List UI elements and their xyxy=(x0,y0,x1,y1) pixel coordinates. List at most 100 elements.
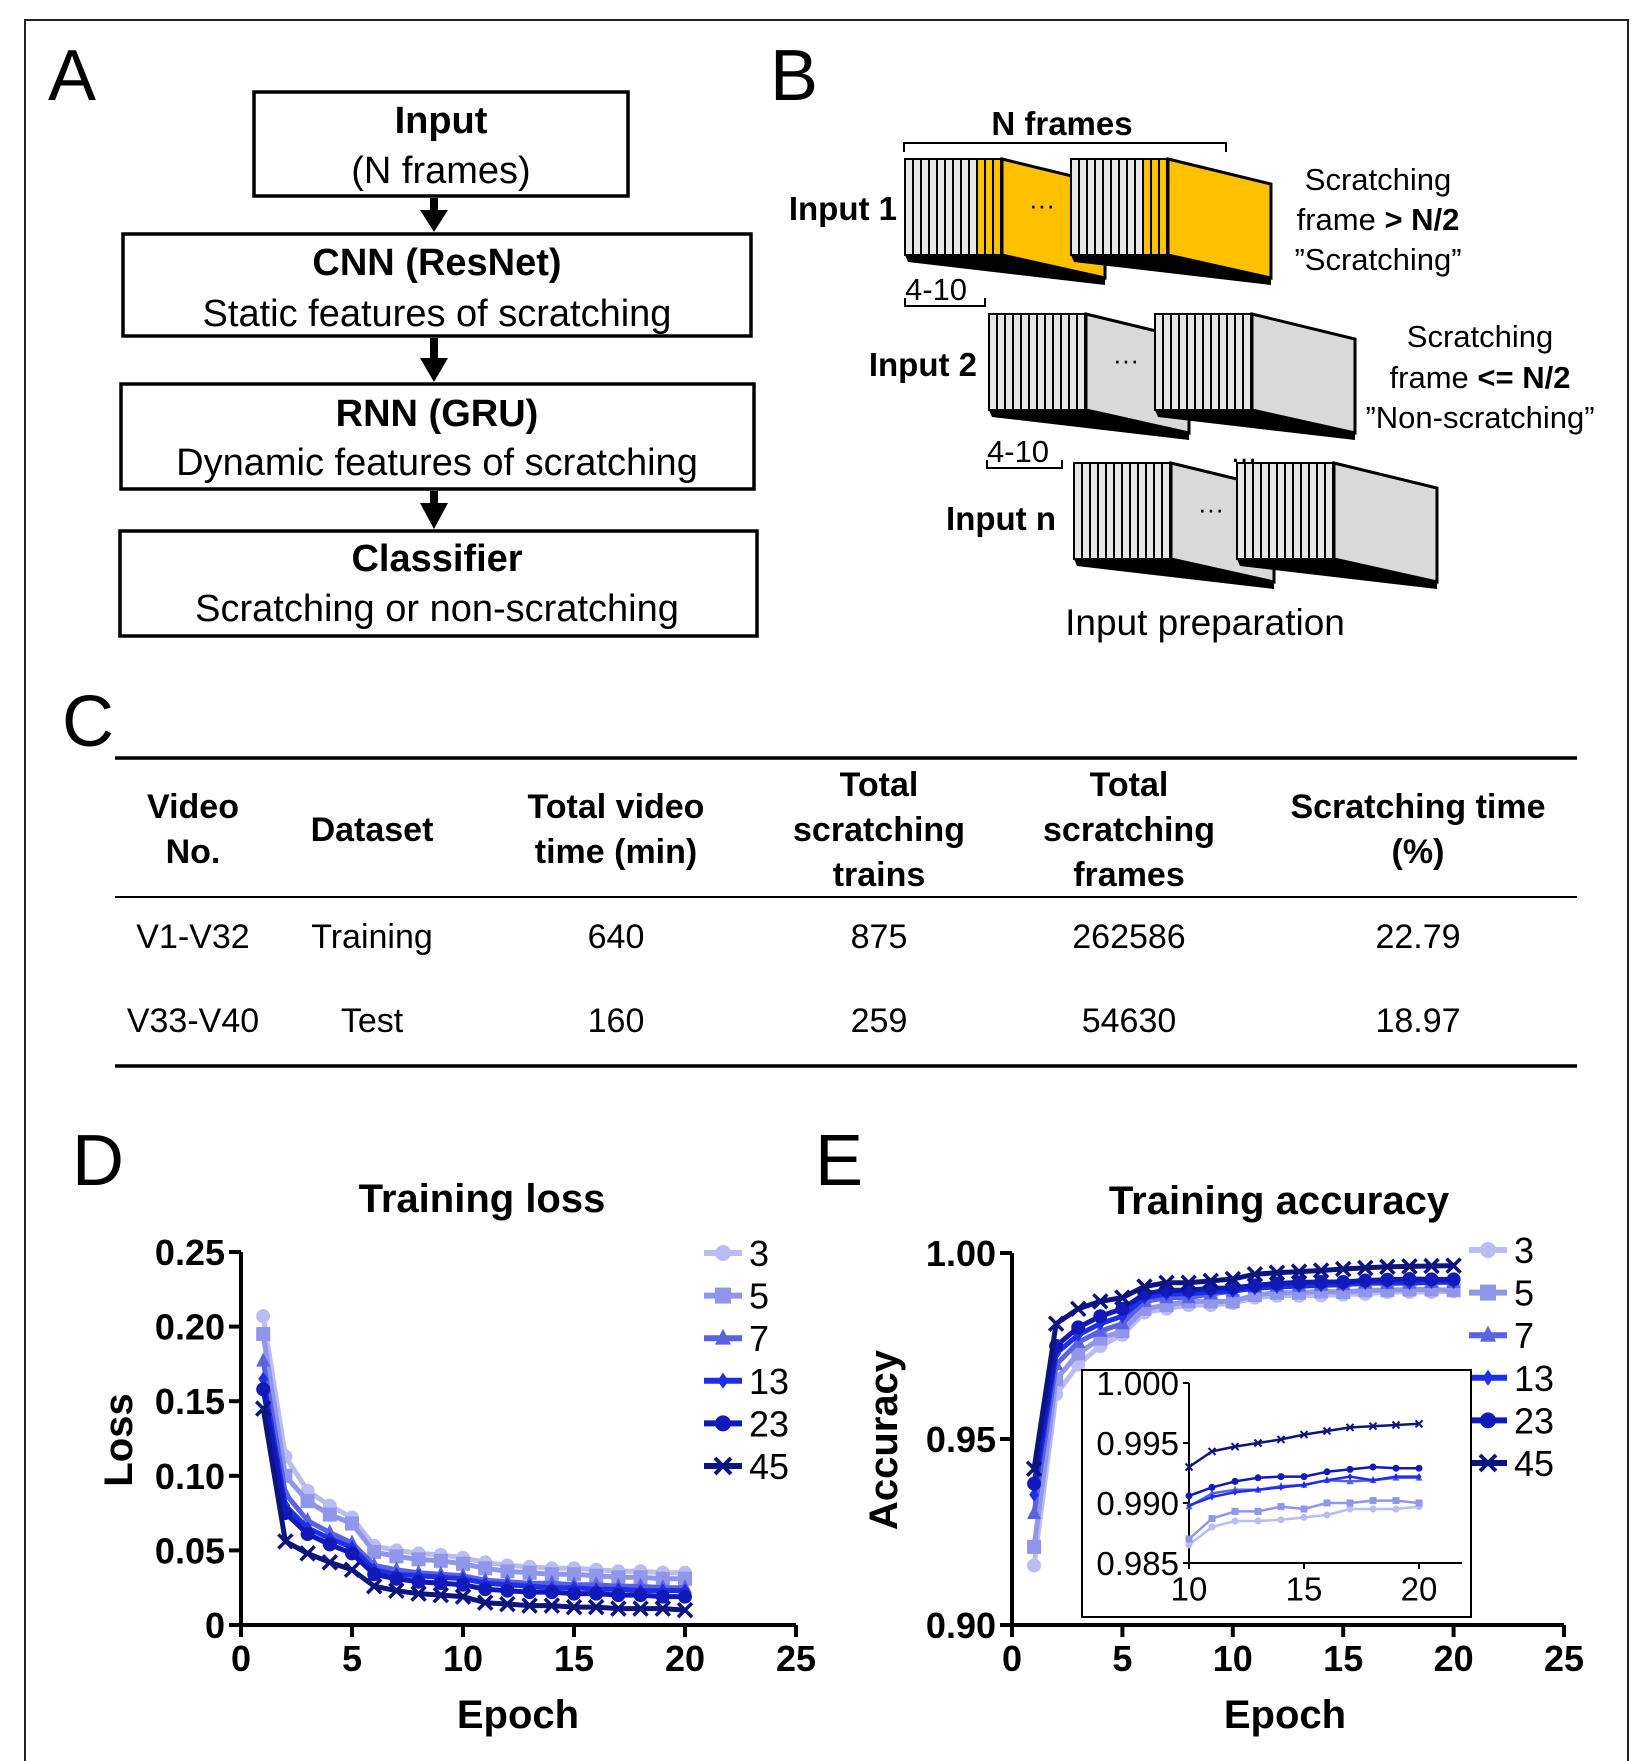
frame-slice xyxy=(1121,462,1131,560)
marker-x xyxy=(632,1600,649,1617)
flow-box-title: Classifier xyxy=(351,538,522,580)
marker-dot xyxy=(1369,1463,1377,1471)
frame-slice xyxy=(1102,158,1112,256)
marker-triangle xyxy=(1480,1325,1496,1342)
x-tick-label: 5 xyxy=(342,1638,362,1679)
x-tick-label: 10 xyxy=(1171,1570,1208,1607)
panel-d-loss-chart: D Training loss Loss Epoch 0 0.05 0.10 0.15… xyxy=(72,1121,816,1737)
frame-slice xyxy=(928,158,938,256)
marker-x xyxy=(543,1597,561,1614)
marker-x xyxy=(1224,1270,1242,1288)
frame-slice xyxy=(1137,462,1147,560)
marker-dot xyxy=(544,1585,559,1600)
input-1-range: 4-10 xyxy=(905,272,967,307)
marker-diamond xyxy=(258,1371,269,1386)
y-tick-label: 0.90 xyxy=(926,1605,996,1646)
frame-slice xyxy=(1194,313,1204,411)
marker-square xyxy=(456,1556,470,1571)
flow-box-subtitle: Scratching or non-scratching xyxy=(195,588,679,630)
input-2-note-line1: Scratching xyxy=(1407,319,1553,354)
marker-x xyxy=(499,1595,516,1613)
cell-video-time: 160 xyxy=(588,1002,645,1040)
marker-dot xyxy=(1292,1275,1307,1290)
panel-a: A Input (N frames) CNN (ResNet) Static f… xyxy=(48,36,759,638)
cell-pct: 22.79 xyxy=(1375,918,1460,956)
marker-dot xyxy=(256,1382,271,1397)
marker-diamond xyxy=(1393,1473,1399,1481)
frame-slice xyxy=(1142,158,1152,256)
flow-box-subtitle: Static features of scratching xyxy=(203,293,672,335)
marker-circle xyxy=(1277,1516,1285,1524)
marker-dot xyxy=(1424,1272,1439,1287)
frame-slice xyxy=(1284,462,1294,560)
y-tick-label: 1.00 xyxy=(926,1233,996,1274)
frame-slice xyxy=(1244,462,1254,560)
frame-slice xyxy=(1170,313,1180,411)
legend-label: 3 xyxy=(749,1233,769,1274)
marker-x xyxy=(343,1561,361,1579)
x-tick-label: 5 xyxy=(1112,1638,1132,1679)
frame-slice xyxy=(1242,313,1252,411)
frame-slice xyxy=(944,158,954,256)
x-tick-label: 20 xyxy=(665,1638,705,1679)
marker-square xyxy=(1208,1515,1216,1523)
marker-diamond xyxy=(717,1372,729,1389)
marker-x xyxy=(1114,1289,1131,1306)
marker-dot xyxy=(478,1582,493,1597)
marker-dot xyxy=(1027,1476,1042,1491)
marker-dot xyxy=(1402,1272,1417,1287)
x-tick-label: 15 xyxy=(554,1638,594,1679)
marker-diamond xyxy=(1209,1493,1215,1501)
marker-x xyxy=(1207,1447,1217,1456)
marker-dot xyxy=(1185,1492,1193,1500)
marker-square xyxy=(544,1567,559,1582)
marker-square xyxy=(478,1561,493,1576)
frame-slice xyxy=(1161,462,1171,560)
marker-x xyxy=(365,1577,383,1595)
cell-video-time: 640 xyxy=(588,918,645,956)
legend-item: 23 xyxy=(1469,1400,1554,1441)
flow-box-input: Input (N frames) xyxy=(252,90,630,198)
marker-x xyxy=(410,1585,427,1602)
frame-slice xyxy=(1068,313,1078,411)
x-tick-label: 0 xyxy=(1002,1638,1022,1679)
series-45 xyxy=(1025,1257,1462,1477)
frame-slice xyxy=(1129,462,1139,560)
legend-label: 45 xyxy=(749,1446,789,1487)
x-tick-label: 20 xyxy=(1434,1638,1474,1679)
marker-x xyxy=(1391,1420,1401,1430)
y-axis-label: Loss xyxy=(97,1393,141,1486)
cell-pct: 18.97 xyxy=(1375,1002,1460,1040)
marker-square xyxy=(1369,1497,1377,1505)
series-5 xyxy=(1185,1497,1423,1543)
cell-video: V33-V40 xyxy=(127,1002,259,1040)
marker-dot xyxy=(300,1526,315,1541)
face-ellipsis: ··· xyxy=(1198,494,1224,524)
frame-stack-shadow xyxy=(989,410,1189,440)
legend-label: 23 xyxy=(1514,1400,1554,1441)
frame-slice xyxy=(1028,313,1038,411)
chart-title: Training accuracy xyxy=(1109,1179,1450,1223)
marker-x xyxy=(1312,1262,1330,1279)
marker-x xyxy=(1401,1258,1418,1275)
marker-x xyxy=(1445,1257,1462,1274)
marker-x xyxy=(1334,1260,1352,1278)
marker-dot xyxy=(322,1537,337,1552)
marker-square xyxy=(411,1552,426,1567)
marker-dot xyxy=(1314,1275,1329,1290)
marker-dot xyxy=(611,1588,626,1603)
marker-square xyxy=(345,1516,359,1531)
marker-circle xyxy=(256,1309,271,1324)
frame-face xyxy=(1166,157,1273,280)
frame-slice xyxy=(1260,462,1270,560)
panel-label-d: D xyxy=(72,1121,124,1201)
marker-circle xyxy=(1027,1558,1042,1573)
header-video-no: Video No. xyxy=(147,788,239,871)
header-scratching-time-pct: Scratching time (%) xyxy=(1290,788,1545,871)
marker-diamond xyxy=(1029,1487,1039,1502)
marker-dot xyxy=(1446,1272,1461,1287)
marker-x xyxy=(1478,1453,1498,1473)
frame-slice xyxy=(1020,313,1030,411)
marker-x xyxy=(521,1597,538,1614)
